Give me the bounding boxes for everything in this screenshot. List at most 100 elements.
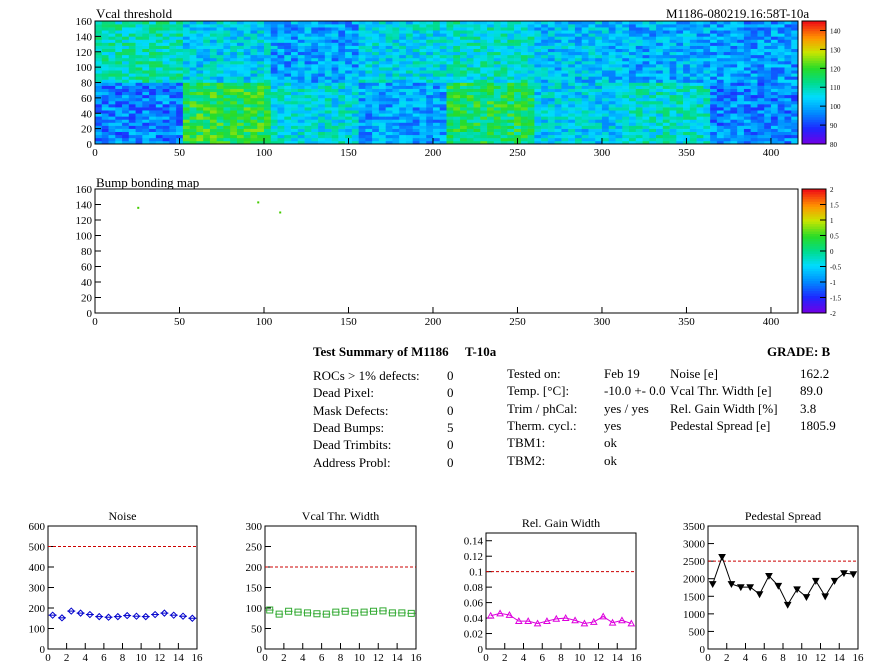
heat-cell (507, 85, 515, 89)
heat-cell (743, 64, 751, 68)
heat-cell (784, 94, 792, 99)
heat-cell (182, 119, 190, 123)
heat-cell (399, 97, 407, 102)
heat-cell (169, 91, 177, 96)
heat-cell (534, 45, 542, 49)
heat-cell (291, 116, 299, 120)
heat-cell (520, 113, 528, 117)
heat-cell (703, 33, 711, 37)
heat-cell (520, 64, 528, 68)
bump-colorbar: -2-1.5-1-0.500.511.52 (801, 186, 842, 318)
heat-cell (703, 76, 711, 80)
heat-cell (514, 70, 522, 74)
heat-cell (770, 82, 779, 86)
heat-cell (277, 119, 285, 123)
heat-cell (601, 21, 610, 25)
heat-cell (128, 97, 136, 102)
heat-cell (649, 82, 657, 86)
heat-cell (196, 131, 204, 136)
heat-cell (466, 27, 474, 31)
heat-cell (284, 131, 292, 136)
heat-cell (115, 88, 123, 93)
heat-cell (270, 104, 278, 108)
heat-cell (669, 85, 677, 89)
heat-cell (750, 27, 758, 31)
heat-cell (365, 64, 373, 68)
heat-cell (487, 51, 495, 56)
heat-cell (176, 67, 184, 71)
colorbar-band (802, 124, 826, 128)
heat-cell (392, 27, 400, 31)
heat-cell (203, 94, 211, 99)
heat-cell (601, 110, 610, 114)
heat-cell (304, 27, 312, 31)
vcal-axes: 0 50 100 150 200 250 300 350 4000204060801001201… (76, 16, 799, 159)
heat-cell (608, 39, 616, 43)
heat-cell (615, 113, 623, 117)
heat-cell (500, 42, 508, 46)
heat-cell (270, 54, 278, 59)
heat-cell (588, 57, 596, 62)
heat-cell (345, 45, 353, 49)
heat-cell (676, 137, 684, 142)
heat-cell (284, 125, 292, 129)
heat-cell (723, 100, 731, 105)
heat-cell (757, 119, 765, 123)
heat-cell (432, 48, 441, 53)
heat-cell (629, 42, 637, 46)
heat-cell (737, 42, 745, 46)
heat-cell (656, 82, 664, 86)
heat-cell (601, 131, 610, 136)
heat-cell (169, 131, 177, 136)
heat-cell (243, 24, 251, 28)
heat-cell (784, 54, 792, 59)
heat-cell (730, 91, 738, 96)
heat-cell (263, 57, 272, 62)
heat-cell (365, 104, 373, 108)
heat-cell (392, 70, 400, 74)
y-tick-label: 600 (29, 521, 46, 533)
heat-cell (520, 70, 528, 74)
noise-series (48, 546, 197, 622)
heat-cell (95, 85, 103, 89)
heat-cell (514, 113, 522, 117)
colorbar-band (802, 25, 826, 29)
heat-cell (554, 110, 562, 114)
heat-cell (358, 67, 366, 71)
heat-cell (385, 104, 393, 108)
heat-cell (520, 73, 528, 77)
heat-cell (122, 85, 130, 89)
heat-cell (277, 116, 285, 120)
x-tick-label: 10 (574, 652, 586, 664)
heat-cell (723, 110, 731, 114)
heat-cell (507, 137, 515, 142)
heat-cell (588, 51, 596, 56)
heat-cell (487, 128, 495, 132)
heat-cell (635, 36, 643, 40)
heat-cell (176, 45, 184, 49)
heat-cell (757, 21, 765, 25)
heat-cell (493, 140, 501, 145)
heat-cell (291, 21, 299, 25)
heat-cell (473, 64, 481, 68)
heat-cell (284, 79, 292, 83)
heat-cell (554, 131, 562, 136)
heat-cell (487, 39, 495, 43)
heat-cell (196, 57, 204, 62)
heat-cell (561, 76, 569, 80)
heat-cell (331, 45, 339, 49)
heat-cell (561, 107, 569, 111)
heat-cell (209, 33, 217, 37)
heat-cell (723, 119, 731, 123)
heat-cell (770, 57, 779, 62)
heat-cell (507, 88, 515, 93)
heat-cell (196, 107, 204, 111)
heat-cell (372, 97, 380, 102)
heat-cell (730, 113, 738, 117)
heat-cell (230, 107, 238, 111)
heat-cell (203, 54, 211, 59)
heat-cell (595, 104, 603, 108)
heat-cell (595, 67, 603, 71)
heat-cell (304, 48, 312, 53)
